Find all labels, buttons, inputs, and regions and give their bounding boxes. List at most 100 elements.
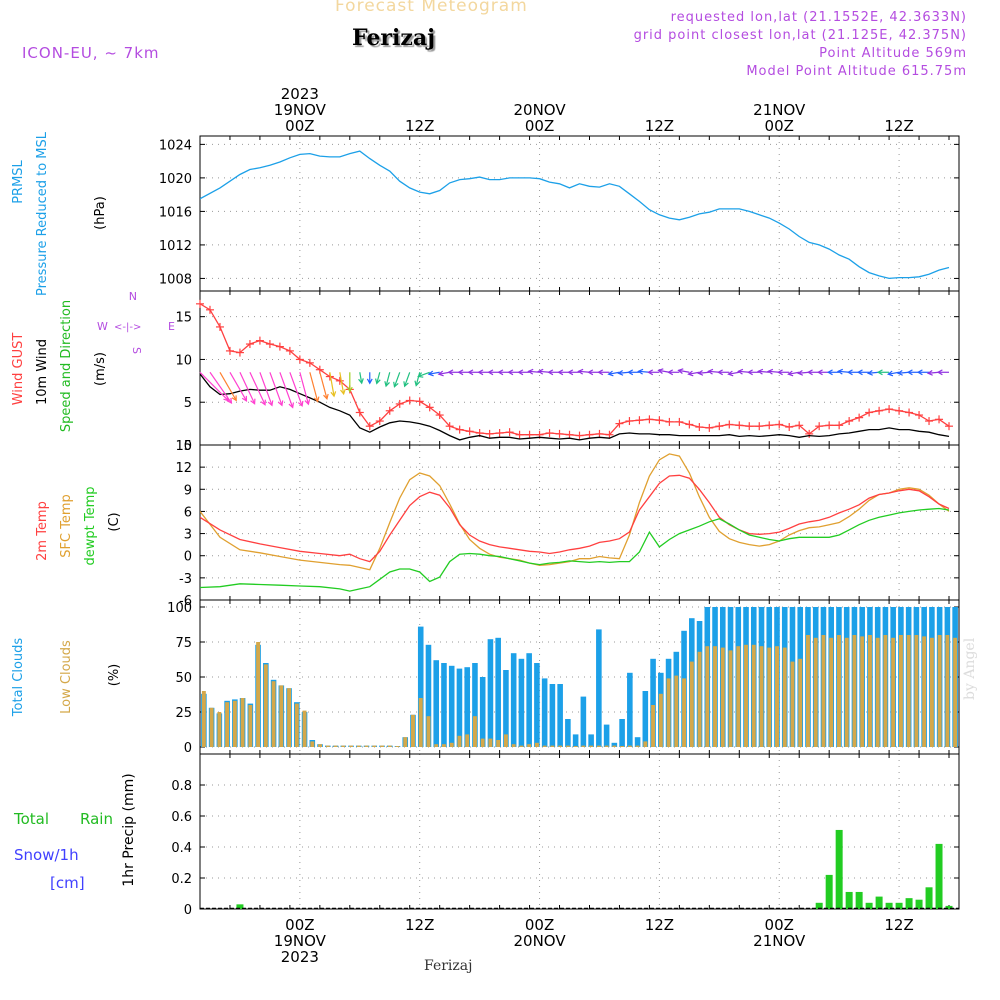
- wind-barb-head: [467, 369, 474, 376]
- wind-barb: [414, 372, 421, 387]
- gust-marker: [215, 322, 224, 331]
- wind-barb: [936, 369, 950, 376]
- low-cloud-bar: [310, 741, 315, 747]
- low-cloud-bar: [937, 635, 942, 747]
- low-cloud-bar: [225, 702, 230, 747]
- compass-n: N: [129, 289, 137, 302]
- snow-unit: [cm]: [50, 874, 85, 892]
- dewpoint-label: dewpt Temp: [83, 486, 98, 565]
- low-cloud-bar: [488, 738, 493, 747]
- panel-precip: 0 0.2 0.4 0.6 0.8: [171, 753, 960, 918]
- panel-frame: [199, 135, 960, 292]
- low-cloud-bar: [542, 745, 547, 747]
- total-cloud-bar: [472, 663, 478, 747]
- wind-barb-head: [358, 378, 364, 385]
- wind-barb: [577, 368, 590, 375]
- wind-compass-icon: W <-|-> E N S: [97, 289, 175, 354]
- wind-barb-head: [836, 368, 844, 375]
- gust-marker: [785, 423, 794, 432]
- gust-line: [200, 303, 950, 437]
- low-cloud-bar: [790, 661, 795, 747]
- wind-barb-head: [241, 395, 248, 402]
- wind-10m-label: 10m Wind: [35, 339, 50, 405]
- time-label-bottom: 00Z: [765, 916, 794, 934]
- wind-barb-head: [607, 370, 614, 377]
- low-cloud-bar: [248, 705, 253, 747]
- wind-barb-shaft: [404, 372, 411, 387]
- low-cloud-bar: [945, 635, 950, 747]
- wind-barb: [393, 372, 401, 388]
- wind-barb-shaft: [393, 372, 401, 387]
- low-cloud-bar: [411, 714, 415, 747]
- y-tick-label: 1024: [159, 138, 192, 153]
- gust-marker: [695, 423, 704, 432]
- wind-barb: [876, 369, 890, 376]
- total-cloud-bar: [549, 684, 556, 747]
- time-label-bottom: 12Z: [645, 916, 674, 934]
- wind-barb-shaft: [678, 369, 690, 373]
- low-cloud-bar: [503, 734, 508, 747]
- rain-bar: [885, 902, 893, 909]
- gust-marker: [805, 429, 814, 438]
- wind-barb-head: [697, 369, 704, 376]
- wind-barb: [567, 369, 580, 376]
- low-cloud-bar: [380, 745, 384, 747]
- wind-barb-head: [304, 399, 311, 406]
- low-cloud-bar: [527, 744, 532, 747]
- wind-barb: [319, 372, 329, 401]
- y-tick-label: -3: [179, 572, 192, 587]
- wind-barb: [527, 368, 540, 375]
- wind-barb-head: [717, 369, 723, 376]
- wind-barb-head: [587, 369, 594, 376]
- total-cloud-bar: [650, 658, 656, 747]
- wind-barb-head: [226, 397, 233, 404]
- total-cloud-bar: [642, 691, 649, 747]
- wind-barb-head: [896, 369, 903, 376]
- gust-marker: [905, 408, 914, 417]
- low-cloud-bar: [287, 688, 292, 747]
- wind-barb-head: [427, 370, 434, 377]
- wind-barb: [887, 370, 900, 377]
- total-cloud-bar: [487, 639, 494, 747]
- wind-barb: [617, 369, 630, 376]
- low-cloud-bar: [550, 745, 555, 747]
- wind-barb: [667, 369, 680, 376]
- wind-barb-head: [906, 369, 913, 376]
- wind-barb-head: [727, 370, 734, 377]
- gust-marker: [545, 429, 554, 438]
- sfc-temp-label: SFC Temp: [59, 494, 74, 558]
- y-tick-label: 0.4: [171, 841, 192, 856]
- wind-barb-shaft: [289, 372, 303, 407]
- total-cloud-bar: [441, 663, 447, 747]
- gust-marker: [625, 417, 634, 426]
- wind-barb-head: [313, 396, 320, 403]
- gust-marker: [815, 422, 824, 431]
- gust-marker: [855, 413, 864, 422]
- wind-barb: [657, 368, 670, 374]
- wind-barb-shaft: [249, 372, 266, 405]
- gust-marker: [825, 421, 834, 430]
- wind-barb: [537, 368, 550, 375]
- y-tick-label: 100: [167, 601, 192, 616]
- wind-barb-head: [887, 370, 894, 377]
- gust-marker: [245, 340, 254, 349]
- low-cloud-bar: [201, 691, 206, 747]
- low-cloud-bar: [325, 745, 330, 747]
- wind-barb-shaft: [359, 372, 363, 384]
- rain-bar: [905, 898, 913, 909]
- wind-barb-head: [277, 400, 284, 407]
- wind-barb: [346, 372, 353, 393]
- gust-marker: [515, 430, 524, 439]
- low-cloud-bar: [271, 681, 276, 747]
- wind-barb-head: [767, 368, 774, 375]
- wind-barb: [767, 368, 780, 375]
- total-cloud-bar: [565, 719, 571, 747]
- wind-barb: [199, 371, 230, 402]
- y-tick-label: 50: [175, 671, 192, 686]
- wind-barb-shaft: [319, 372, 328, 399]
- total-cloud-bar: [541, 678, 548, 747]
- wind-barb-head: [916, 369, 923, 376]
- total-cloud-bar: [572, 734, 579, 747]
- low-cloud-bar: [705, 646, 710, 747]
- low-cloud-bar: [457, 735, 462, 747]
